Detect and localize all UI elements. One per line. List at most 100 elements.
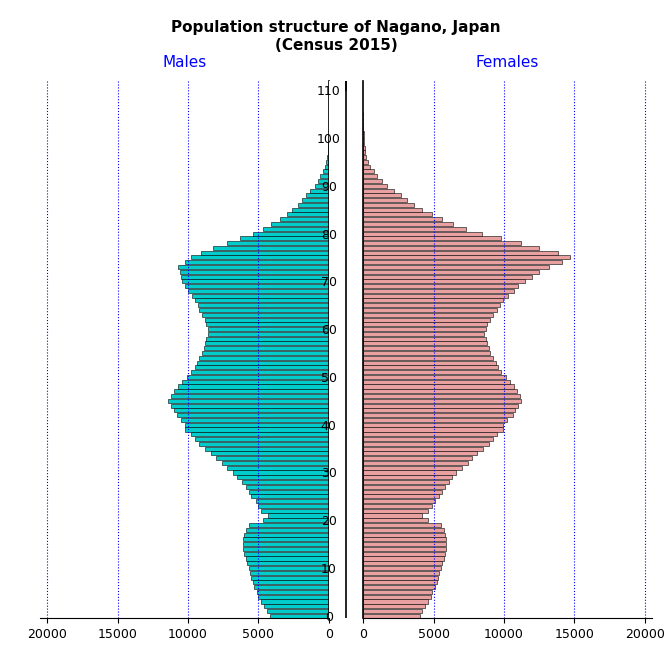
Bar [364, 418, 507, 422]
Bar [364, 447, 483, 451]
Text: Females: Females [476, 55, 540, 70]
Bar [195, 437, 329, 441]
Bar [246, 485, 329, 489]
Bar [364, 566, 441, 570]
Bar [364, 194, 401, 198]
Bar [364, 509, 428, 513]
Bar [364, 513, 423, 517]
Bar [246, 556, 329, 560]
Bar [364, 294, 508, 298]
Bar [364, 404, 518, 408]
Bar [243, 538, 329, 542]
Bar [261, 509, 329, 513]
Bar [364, 341, 487, 345]
Bar [264, 604, 329, 608]
Bar [181, 275, 329, 279]
Bar [364, 323, 487, 327]
Text: Population structure of Nagano, Japan
(Census 2015): Population structure of Nagano, Japan (C… [171, 20, 501, 52]
Bar [177, 413, 329, 417]
Bar [364, 452, 477, 456]
Bar [364, 269, 539, 274]
Bar [182, 380, 329, 384]
Bar [364, 485, 445, 489]
Bar [243, 542, 329, 546]
Bar [280, 217, 329, 221]
Bar [298, 203, 329, 207]
Bar [204, 346, 329, 350]
Bar [201, 251, 329, 255]
Bar [195, 298, 329, 302]
Bar [216, 456, 329, 460]
Bar [364, 179, 382, 183]
Bar [286, 212, 329, 216]
Bar [364, 609, 423, 613]
Bar [185, 260, 329, 264]
Bar [249, 523, 329, 527]
Bar [259, 595, 329, 599]
Bar [364, 556, 444, 560]
Bar [364, 189, 394, 193]
Bar [364, 298, 503, 302]
Bar [317, 179, 329, 183]
Bar [364, 284, 518, 288]
Bar [205, 447, 329, 451]
Bar [200, 442, 329, 446]
Bar [364, 380, 510, 384]
Bar [174, 409, 329, 413]
Bar [364, 499, 435, 503]
Bar [364, 576, 438, 580]
Bar [364, 518, 428, 522]
Bar [364, 160, 368, 164]
Bar [364, 151, 365, 155]
Bar [259, 504, 329, 508]
Bar [364, 169, 374, 173]
Bar [325, 165, 329, 169]
Bar [364, 533, 445, 537]
Bar [364, 466, 462, 470]
Bar [364, 504, 432, 508]
Bar [364, 370, 501, 374]
Bar [233, 470, 329, 474]
Bar [364, 246, 539, 250]
Bar [240, 237, 329, 241]
Bar [171, 404, 329, 408]
Bar [181, 418, 329, 422]
Bar [364, 217, 442, 221]
Bar [178, 265, 329, 269]
Bar [364, 318, 490, 322]
Bar [222, 461, 329, 465]
Bar [364, 355, 493, 360]
Bar [206, 323, 329, 327]
Bar [202, 351, 329, 355]
Bar [254, 585, 329, 589]
Bar [210, 452, 329, 456]
Bar [179, 269, 329, 274]
Bar [364, 389, 517, 393]
Bar [245, 533, 329, 537]
Bar [323, 169, 329, 173]
Bar [214, 246, 329, 250]
Bar [364, 523, 441, 527]
Bar [263, 226, 329, 230]
Bar [364, 232, 482, 236]
Bar [364, 384, 514, 388]
Bar [171, 394, 329, 398]
Bar [364, 337, 486, 341]
Bar [364, 265, 549, 269]
Bar [195, 366, 329, 370]
Bar [364, 198, 407, 202]
Bar [364, 599, 428, 603]
Bar [191, 255, 329, 259]
Bar [249, 566, 329, 570]
Bar [364, 461, 468, 465]
Bar [364, 226, 466, 230]
Bar [364, 470, 456, 474]
Bar [364, 475, 452, 479]
Bar [364, 183, 387, 187]
Bar [191, 370, 329, 374]
Bar [364, 312, 493, 317]
Bar [250, 571, 329, 575]
Bar [364, 289, 514, 293]
Bar [302, 198, 329, 202]
Bar [364, 585, 435, 589]
